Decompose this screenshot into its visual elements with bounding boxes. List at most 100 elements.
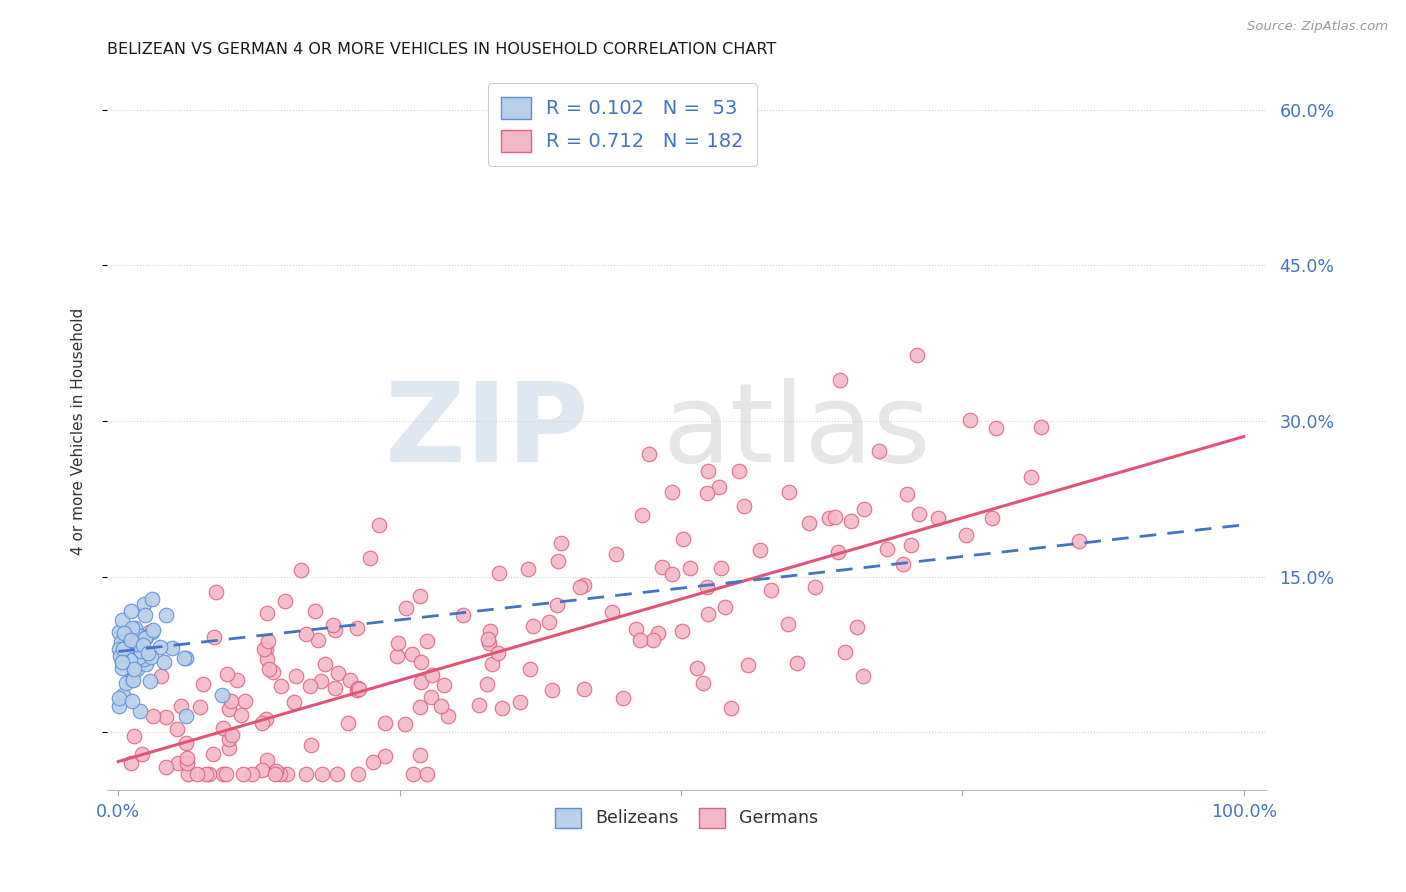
Point xyxy=(311,767,333,781)
Point xyxy=(927,511,949,525)
Point xyxy=(600,605,623,619)
Point xyxy=(411,675,433,690)
Point xyxy=(253,642,276,657)
Point xyxy=(125,637,148,651)
Point xyxy=(876,542,898,557)
Point xyxy=(176,736,198,750)
Point xyxy=(322,617,344,632)
Point xyxy=(188,700,211,714)
Point xyxy=(221,694,243,708)
Point xyxy=(138,625,160,640)
Point xyxy=(628,633,651,648)
Point xyxy=(401,647,423,661)
Point xyxy=(387,636,409,650)
Point xyxy=(643,633,665,648)
Point xyxy=(477,632,499,647)
Point xyxy=(186,767,208,781)
Point xyxy=(797,516,820,530)
Point xyxy=(120,756,142,770)
Point xyxy=(215,666,238,681)
Point xyxy=(749,542,772,557)
Point xyxy=(347,767,370,781)
Point xyxy=(135,657,157,672)
Point xyxy=(125,662,148,676)
Point xyxy=(129,648,152,663)
Point xyxy=(231,708,253,723)
Point xyxy=(122,673,145,688)
Point xyxy=(697,607,720,621)
Point xyxy=(647,625,669,640)
Point xyxy=(624,622,647,636)
Point xyxy=(868,443,890,458)
Point xyxy=(569,580,592,594)
Point xyxy=(215,767,238,781)
Point xyxy=(733,499,755,513)
Point xyxy=(416,634,439,648)
Point xyxy=(486,646,509,660)
Point xyxy=(346,683,368,698)
Point xyxy=(696,464,718,478)
Point xyxy=(804,580,827,594)
Point xyxy=(436,709,458,723)
Point xyxy=(121,694,143,708)
Point xyxy=(550,536,572,550)
Point xyxy=(257,662,280,676)
Point xyxy=(488,566,510,581)
Point xyxy=(361,755,384,769)
Point xyxy=(283,695,305,709)
Point xyxy=(141,624,163,639)
Point xyxy=(845,620,868,634)
Point xyxy=(572,578,595,592)
Point xyxy=(202,630,225,644)
Point xyxy=(129,644,152,658)
Point xyxy=(276,767,298,781)
Point xyxy=(612,690,634,705)
Point xyxy=(827,545,849,559)
Point xyxy=(177,767,200,781)
Point xyxy=(337,716,360,731)
Point xyxy=(541,683,564,698)
Point xyxy=(672,532,695,546)
Point xyxy=(150,668,173,682)
Point xyxy=(232,767,254,781)
Point xyxy=(111,613,134,627)
Point xyxy=(269,767,291,781)
Point xyxy=(120,653,142,667)
Point xyxy=(128,629,150,643)
Point xyxy=(818,511,841,525)
Point xyxy=(824,510,846,524)
Point xyxy=(547,553,569,567)
Legend: Belizeans, Germans: Belizeans, Germans xyxy=(548,801,825,835)
Point xyxy=(671,624,693,638)
Point xyxy=(250,763,273,777)
Point xyxy=(339,673,361,687)
Point xyxy=(198,767,221,781)
Point xyxy=(900,537,922,551)
Point xyxy=(121,621,143,635)
Point xyxy=(710,560,733,574)
Point xyxy=(294,767,316,781)
Point xyxy=(778,484,800,499)
Point xyxy=(409,747,432,762)
Point xyxy=(111,654,134,668)
Point xyxy=(416,767,439,781)
Point xyxy=(122,730,145,744)
Point xyxy=(853,502,876,516)
Point xyxy=(432,678,454,692)
Point xyxy=(661,566,683,581)
Point xyxy=(737,657,759,672)
Point xyxy=(136,647,159,661)
Point xyxy=(218,732,240,747)
Point xyxy=(174,650,197,665)
Point xyxy=(409,700,432,714)
Point xyxy=(908,507,931,521)
Point xyxy=(347,681,370,696)
Point xyxy=(605,547,627,561)
Point xyxy=(262,665,284,679)
Point xyxy=(707,480,730,494)
Point xyxy=(727,464,749,478)
Point xyxy=(374,716,396,731)
Point xyxy=(295,627,318,641)
Point xyxy=(981,511,1004,525)
Point xyxy=(409,590,432,604)
